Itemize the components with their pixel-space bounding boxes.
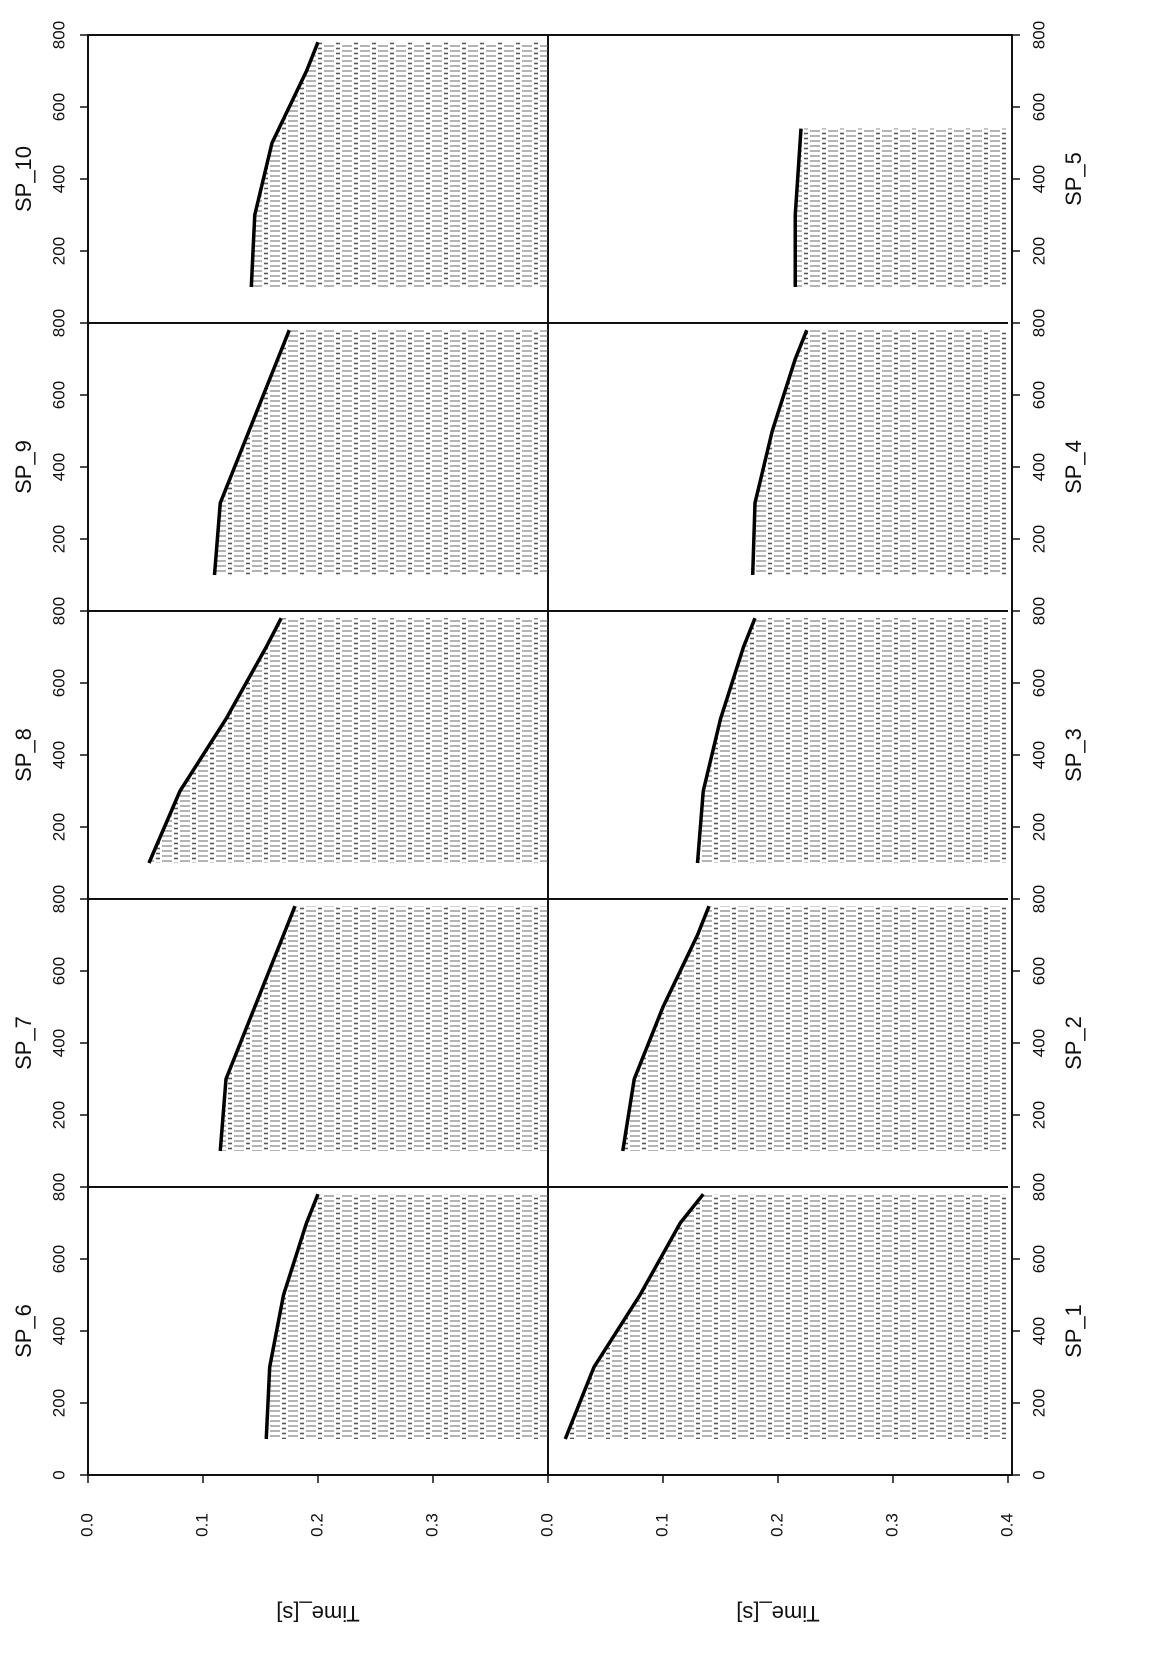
offset-tick-label: 200	[49, 525, 68, 553]
offset-tick-label: 600	[49, 957, 68, 985]
offset-tick-label: 200	[49, 1101, 68, 1129]
panel-title: SP_1	[1061, 1304, 1086, 1358]
trace-gather	[220, 906, 548, 1151]
offset-tick-label: 200	[49, 1389, 68, 1417]
offset-tick-label: 200	[1029, 237, 1048, 265]
panel-title: SP_2	[1061, 1016, 1086, 1070]
time-tick-label: 0.4	[997, 1513, 1016, 1537]
time-tick-label: 0.1	[192, 1513, 211, 1537]
panel-title: SP_5	[1061, 152, 1086, 206]
trace-gather	[251, 42, 549, 288]
offset-tick-label: 0	[49, 1470, 68, 1479]
first-arrival	[793, 128, 803, 287]
time-tick-label: 0.0	[537, 1513, 556, 1537]
offset-tick-label: 600	[49, 1245, 68, 1273]
trace-gather	[214, 330, 548, 575]
trace-gather	[266, 1194, 548, 1439]
offset-tick-label: 400	[49, 165, 68, 193]
time-axis-label: Time_[s]	[736, 1601, 820, 1626]
trace-gather	[622, 906, 1008, 1151]
time-tick-label: 0.0	[77, 1513, 96, 1537]
first-arrival	[750, 329, 809, 576]
offset-tick-label: 200	[49, 813, 68, 841]
first-arrival	[264, 1193, 320, 1440]
first-arrival	[695, 617, 757, 864]
offset-tick-label: 400	[1029, 453, 1048, 481]
panel-title: SP_3	[1061, 728, 1086, 782]
panel-title: SP_6	[11, 1304, 36, 1358]
offset-tick-label: 800	[49, 21, 68, 49]
panel-title: SP_7	[11, 1016, 36, 1070]
panel-title: SP_10	[11, 146, 36, 212]
offset-tick-label: 400	[49, 453, 68, 481]
offset-tick-label: 200	[1029, 813, 1048, 841]
offset-tick-label: 400	[1029, 1029, 1048, 1057]
offset-tick-label: 600	[1029, 1245, 1048, 1273]
offset-tick-label: 600	[1029, 381, 1048, 409]
offset-tick-label: 800	[49, 885, 68, 913]
first-arrival	[249, 41, 320, 288]
panel-title: SP_4	[1061, 440, 1086, 494]
offset-tick-label: 600	[1029, 93, 1048, 121]
first-arrival	[563, 1193, 705, 1440]
first-arrival	[621, 905, 711, 1152]
first-arrival	[218, 905, 297, 1152]
offset-tick-label: 600	[49, 381, 68, 409]
trace-gather	[565, 1194, 1008, 1439]
time-tick-label: 0.1	[652, 1513, 671, 1537]
offset-tick-label: 200	[1029, 1389, 1048, 1417]
time-tick-label: 0.3	[422, 1513, 441, 1537]
first-arrival	[147, 617, 283, 864]
offset-tick-label: 800	[49, 1173, 68, 1201]
offset-tick-label: 600	[1029, 957, 1048, 985]
offset-tick-label: 200	[49, 237, 68, 265]
trace-gather	[795, 128, 1008, 287]
trace-gather	[752, 330, 1008, 575]
panel-title: SP_8	[11, 728, 36, 782]
trace-gather	[148, 618, 548, 863]
offset-tick-label: 400	[1029, 741, 1048, 769]
trace-gather	[697, 618, 1008, 863]
offset-tick-label: 200	[1029, 525, 1048, 553]
offset-tick-label: 800	[49, 597, 68, 625]
offset-tick-label: 400	[1029, 1317, 1048, 1345]
offset-tick-label: 0	[1029, 1470, 1048, 1479]
offset-tick-label: 600	[1029, 669, 1048, 697]
time-axis-label: Time_[s]	[276, 1601, 360, 1626]
panel-title: SP_9	[11, 440, 36, 494]
offset-tick-label: 800	[1029, 1173, 1048, 1201]
offset-tick-label: 800	[1029, 885, 1048, 913]
offset-tick-label: 800	[1029, 309, 1048, 337]
time-tick-label: 0.2	[767, 1513, 786, 1537]
offset-tick-label: 400	[49, 1029, 68, 1057]
offset-tick-label: 800	[49, 309, 68, 337]
time-tick-label: 0.3	[882, 1513, 901, 1537]
offset-tick-label: 400	[49, 741, 68, 769]
offset-tick-label: 600	[49, 93, 68, 121]
offset-tick-label: 600	[49, 669, 68, 697]
time-tick-label: 0.2	[307, 1513, 326, 1537]
first-arrival	[212, 329, 291, 576]
offset-tick-label: 400	[49, 1317, 68, 1345]
offset-tick-label: 800	[1029, 21, 1048, 49]
offset-tick-label: 400	[1029, 165, 1048, 193]
offset-tick-label: 800	[1029, 597, 1048, 625]
offset-tick-label: 200	[1029, 1101, 1048, 1129]
